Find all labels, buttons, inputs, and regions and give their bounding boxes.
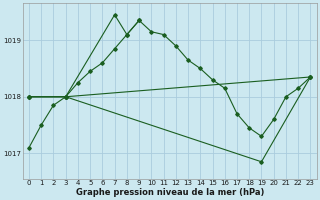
X-axis label: Graphe pression niveau de la mer (hPa): Graphe pression niveau de la mer (hPa): [76, 188, 264, 197]
